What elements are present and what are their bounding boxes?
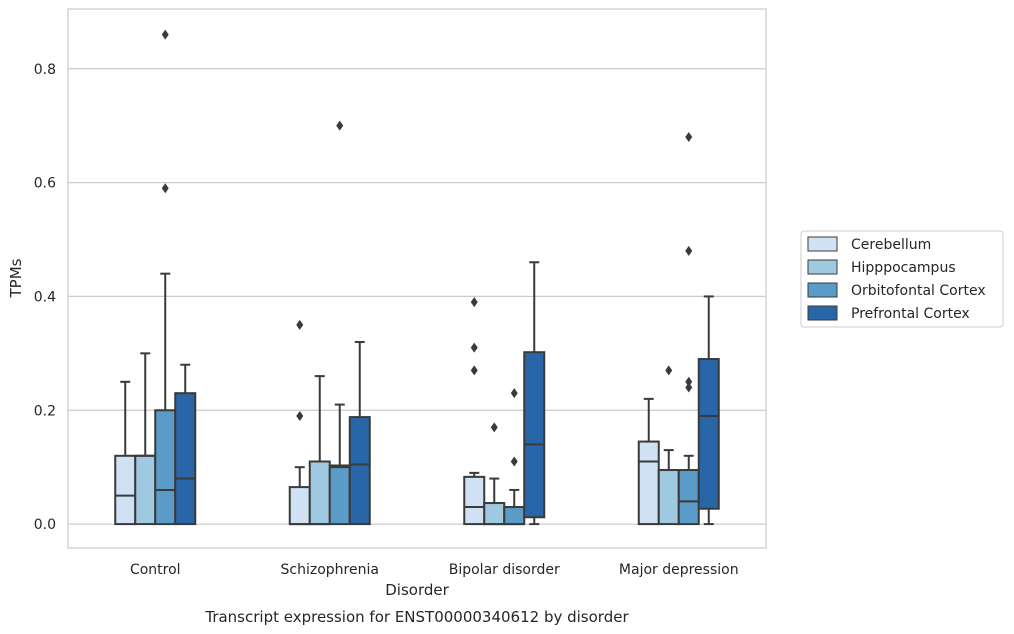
box-orbitofontal-cortex bbox=[154, 29, 177, 526]
plot-area-frame bbox=[67, 8, 767, 549]
box-body bbox=[523, 351, 546, 519]
outlier-point bbox=[161, 29, 169, 40]
outlier-point bbox=[510, 456, 518, 467]
outlier-point bbox=[665, 365, 673, 376]
box-cerebellum bbox=[114, 380, 137, 526]
outlier-point bbox=[336, 120, 344, 131]
box-cerebellum bbox=[288, 319, 311, 526]
y-tick-label: 0.2 bbox=[34, 403, 56, 419]
y-tick-label: 0.4 bbox=[34, 289, 56, 305]
outlier-point bbox=[470, 297, 478, 308]
box-body bbox=[637, 440, 660, 526]
x-tick-label: Bipolar disorder bbox=[449, 562, 560, 578]
outlier-point bbox=[161, 183, 169, 194]
box-prefrontal-cortex bbox=[523, 261, 546, 526]
box-prefrontal-cortex bbox=[348, 340, 371, 526]
box-orbitofontal-cortex bbox=[503, 388, 526, 526]
y-tick-label: 0.8 bbox=[34, 62, 56, 78]
legend-frame bbox=[800, 230, 1004, 328]
box-hipppocampus bbox=[134, 352, 157, 526]
y-axis-label: TPMs bbox=[7, 258, 25, 298]
box-body bbox=[308, 460, 331, 526]
box-body bbox=[463, 475, 486, 526]
box-body bbox=[348, 416, 371, 526]
box-body bbox=[503, 506, 526, 526]
legend-swatch bbox=[807, 236, 838, 252]
x-tick-label: Control bbox=[130, 562, 181, 578]
y-tick-label: 0.6 bbox=[34, 176, 56, 192]
box-body bbox=[328, 464, 351, 526]
box-prefrontal-cortex bbox=[697, 295, 720, 526]
box-body bbox=[114, 454, 137, 526]
x-tick-label: Major depression bbox=[619, 562, 739, 578]
box-cerebellum bbox=[463, 297, 486, 526]
box-body bbox=[288, 486, 311, 526]
outlier-point bbox=[296, 410, 304, 421]
legend-swatch bbox=[807, 282, 838, 298]
outlier-point bbox=[685, 132, 693, 143]
box-hipppocampus bbox=[483, 422, 506, 526]
box-body bbox=[677, 469, 700, 526]
x-axis-label: Disorder bbox=[385, 581, 449, 599]
legend-entry: Orbitofontal Cortex bbox=[851, 283, 986, 299]
x-tick-label: Schizophrenia bbox=[281, 562, 379, 578]
y-axis-ticks: 0.0 0.2 0.4 0.6 0.8 bbox=[34, 62, 56, 533]
outlier-point bbox=[470, 365, 478, 376]
box-body bbox=[697, 358, 720, 510]
y-tick-label: 0.0 bbox=[34, 517, 56, 533]
box-hipppocampus bbox=[308, 375, 331, 526]
legend: Cerebellum Hipppocampus Orbitofontal Corte… bbox=[800, 230, 1004, 328]
legend-entry: Hipppocampus bbox=[851, 260, 956, 276]
box-body bbox=[174, 392, 197, 526]
legend-entry: Prefrontal Cortex bbox=[851, 306, 970, 322]
legend-entry: Cerebellum bbox=[851, 237, 931, 253]
outlier-point bbox=[490, 422, 498, 433]
outlier-point bbox=[685, 245, 693, 256]
box-groups bbox=[114, 29, 720, 526]
outlier-point bbox=[685, 382, 693, 393]
legend-swatch bbox=[807, 305, 838, 321]
box-body bbox=[483, 502, 506, 526]
box-body bbox=[134, 454, 157, 526]
outlier-point bbox=[470, 342, 478, 353]
x-axis-ticks: Control Schizophrenia Bipolar disorder Majo… bbox=[130, 562, 739, 578]
box-body bbox=[154, 409, 177, 526]
figure-caption: Transcript expression for ENST0000034061… bbox=[204, 608, 629, 626]
outlier-point bbox=[510, 388, 518, 399]
box-prefrontal-cortex bbox=[174, 363, 197, 526]
box-body bbox=[657, 469, 680, 526]
outlier-point bbox=[296, 319, 304, 330]
outlier-point bbox=[685, 376, 693, 387]
box-orbitofontal-cortex bbox=[677, 132, 700, 526]
legend-swatch bbox=[807, 259, 838, 275]
box-cerebellum bbox=[637, 397, 660, 526]
